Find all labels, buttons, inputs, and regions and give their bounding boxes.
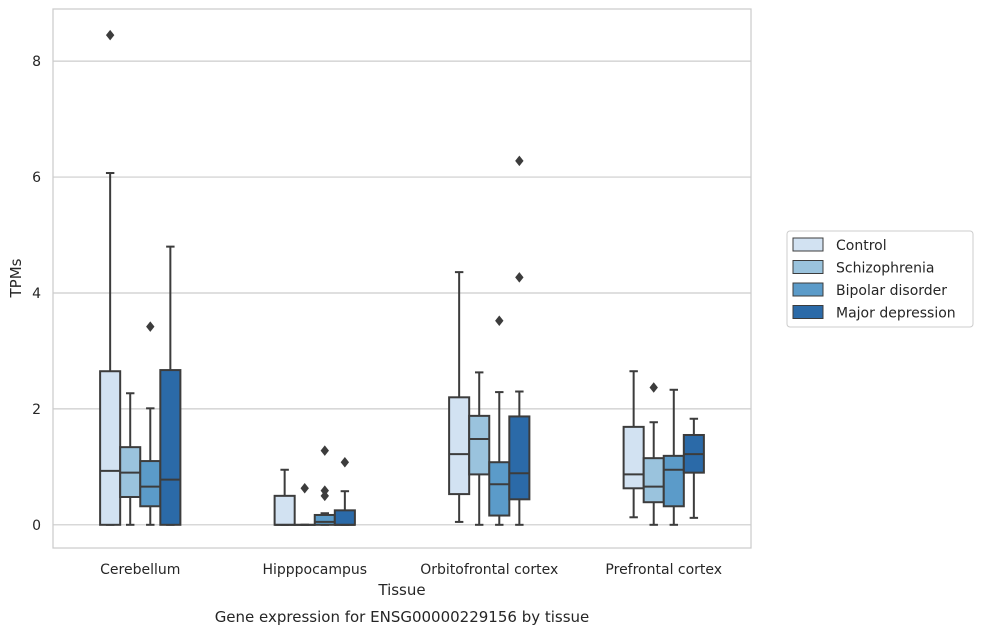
box-1-3 bbox=[333, 456, 356, 526]
box-body bbox=[313, 513, 336, 526]
box-3-2 bbox=[662, 388, 685, 526]
grid-lines bbox=[53, 60, 751, 526]
box-body bbox=[273, 494, 296, 526]
outlier-point-2 bbox=[320, 445, 329, 456]
box-0-2 bbox=[139, 321, 162, 526]
box-body bbox=[642, 457, 665, 504]
box-3-1 bbox=[642, 382, 665, 526]
box-1-2 bbox=[313, 445, 336, 526]
box-plot-marks bbox=[99, 29, 705, 526]
box-2-3 bbox=[508, 155, 531, 526]
outlier-point-0 bbox=[495, 315, 504, 327]
x-tick-labels: Cerebellum Hipppocampus Orbitofrontal cort… bbox=[100, 562, 722, 578]
box-3-3 bbox=[682, 417, 705, 519]
y-tick-labels: 0 2 4 6 8 bbox=[32, 54, 41, 534]
box-body bbox=[448, 396, 471, 496]
outlier-point-0 bbox=[340, 456, 350, 468]
box-0-1 bbox=[119, 392, 142, 526]
x-axis-label: Tissue bbox=[377, 581, 425, 599]
y-tick-label-4: 4 bbox=[32, 286, 41, 302]
x-tick-label-3: Prefrontal cortex bbox=[605, 562, 722, 578]
legend-swatch-2 bbox=[792, 282, 824, 297]
box-body bbox=[139, 460, 162, 508]
box-body bbox=[333, 509, 356, 526]
box-body bbox=[662, 454, 685, 508]
box-1-1 bbox=[293, 483, 316, 526]
outlier-point-0 bbox=[105, 29, 115, 41]
box-2-0 bbox=[448, 271, 471, 523]
y-tick-label-8: 8 bbox=[32, 54, 41, 70]
legend-frame bbox=[786, 230, 974, 328]
legend: Control Schizophrenia Bipolar disorder Majo… bbox=[786, 230, 974, 328]
outlier-point-0 bbox=[300, 483, 309, 494]
box-0-0 bbox=[99, 29, 122, 526]
box-body bbox=[159, 369, 182, 526]
legend-swatch-0 bbox=[792, 237, 824, 252]
y-tick-label-2: 2 bbox=[32, 402, 41, 418]
outlier-point-0 bbox=[515, 272, 524, 283]
legend-label-3: Major depression bbox=[836, 306, 956, 322]
figure-caption: Gene expression for ENSG00000229156 by t… bbox=[215, 608, 590, 626]
outlier-point-1 bbox=[320, 485, 329, 496]
legend-label-2: Bipolar disorder bbox=[836, 283, 947, 299]
box-2-2 bbox=[488, 315, 511, 526]
box-0-3 bbox=[159, 245, 182, 526]
legend-label-1: Schizophrenia bbox=[836, 261, 934, 277]
box-1-0 bbox=[273, 468, 296, 526]
y-tick-label-0: 0 bbox=[32, 518, 41, 534]
box-body bbox=[508, 415, 531, 501]
legend-swatch-3 bbox=[792, 305, 824, 319]
box-body bbox=[468, 414, 491, 476]
y-tick-label-6: 6 bbox=[32, 170, 41, 186]
outlier-point-0 bbox=[649, 382, 658, 393]
legend-label-0: Control bbox=[836, 238, 887, 254]
outlier-point-1 bbox=[515, 155, 524, 167]
legend-swatch-1 bbox=[792, 260, 824, 274]
x-tick-label-1: Hipppocampus bbox=[262, 562, 367, 578]
y-axis-label: TPMs bbox=[7, 258, 25, 298]
box-2-1 bbox=[468, 371, 491, 526]
x-tick-label-2: Orbitofrontal cortex bbox=[420, 562, 558, 578]
box-body bbox=[99, 370, 122, 526]
box-body bbox=[622, 425, 645, 490]
box-body bbox=[488, 461, 511, 517]
x-tick-label-0: Cerebellum bbox=[100, 562, 180, 578]
outlier-point-0 bbox=[146, 321, 155, 332]
box-3-0 bbox=[622, 370, 645, 519]
plot-frame bbox=[52, 8, 752, 549]
